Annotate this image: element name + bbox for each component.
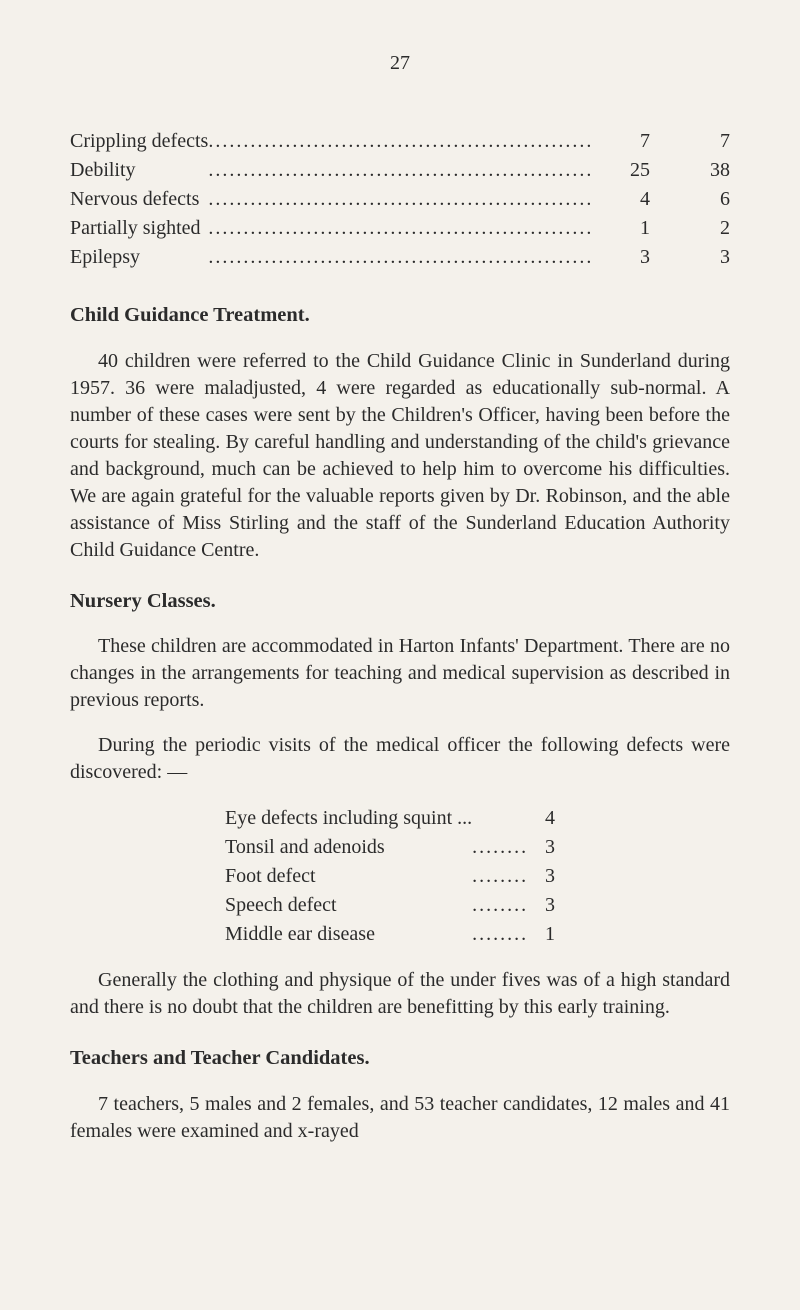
teachers-heading: Teachers and Teacher Candidates. — [70, 1045, 730, 1073]
nursery-paragraph-3: Generally the clothing and physique of t… — [70, 967, 730, 1021]
leader-dots — [208, 156, 590, 185]
nursery-paragraph-1: These children are accommodated in Harto… — [70, 633, 730, 714]
table-row: Speech defect 3 — [70, 891, 730, 920]
found-defect-value: 3 — [527, 862, 555, 891]
defect-col2: 6 — [650, 185, 730, 214]
defect-label: Debility — [70, 156, 208, 185]
defect-label: Partially sighted — [70, 214, 208, 243]
child-guidance-paragraph: 40 children were referred to the Child G… — [70, 348, 730, 564]
found-defect-value: 3 — [527, 833, 555, 862]
table-row: Foot defect 3 — [70, 862, 730, 891]
defect-col1: 7 — [590, 127, 650, 156]
spacer — [70, 891, 225, 920]
defect-label: Crippling defects — [70, 127, 208, 156]
spacer — [555, 862, 730, 891]
spacer — [70, 862, 225, 891]
leader-dots — [472, 833, 527, 862]
nursery-paragraph-2: During the periodic visits of the medica… — [70, 732, 730, 786]
found-defect-label: Speech defect — [225, 891, 472, 920]
found-defect-value: 1 — [527, 920, 555, 949]
leader-dots — [472, 804, 527, 833]
leader-dots — [208, 214, 590, 243]
spacer — [555, 804, 730, 833]
spacer — [555, 833, 730, 862]
leader-dots — [208, 185, 590, 214]
found-defect-label: Foot defect — [225, 862, 472, 891]
found-defect-value: 4 — [527, 804, 555, 833]
leader-dots — [472, 891, 527, 920]
found-defect-label: Tonsil and adenoids — [225, 833, 472, 862]
table-row: Middle ear disease 1 — [70, 920, 730, 949]
table-row: Crippling defects 7 7 — [70, 127, 730, 156]
table-row: Eye defects including squint ... 4 — [70, 804, 730, 833]
found-defect-label: Middle ear disease — [225, 920, 472, 949]
leader-dots — [208, 127, 590, 156]
spacer — [555, 920, 730, 949]
table-row: Tonsil and adenoids 3 — [70, 833, 730, 862]
table-row: Epilepsy 3 3 — [70, 243, 730, 272]
defect-label: Epilepsy — [70, 243, 208, 272]
defect-col1: 1 — [590, 214, 650, 243]
defect-col2: 38 — [650, 156, 730, 185]
defect-col1: 3 — [590, 243, 650, 272]
nursery-heading: Nursery Classes. — [70, 588, 730, 616]
table-row: Partially sighted 1 2 — [70, 214, 730, 243]
table-row: Nervous defects 4 6 — [70, 185, 730, 214]
defect-col1: 25 — [590, 156, 650, 185]
spacer — [70, 833, 225, 862]
leader-dots — [472, 920, 527, 949]
defect-col2: 3 — [650, 243, 730, 272]
spacer — [70, 804, 225, 833]
leader-dots — [208, 243, 590, 272]
defect-col2: 7 — [650, 127, 730, 156]
found-defect-label: Eye defects including squint ... — [225, 804, 472, 833]
spacer — [555, 891, 730, 920]
child-guidance-heading: Child Guidance Treatment. — [70, 302, 730, 330]
page-number: 27 — [70, 50, 730, 77]
defect-col2: 2 — [650, 214, 730, 243]
leader-dots — [472, 862, 527, 891]
teachers-paragraph: 7 teachers, 5 males and 2 females, and 5… — [70, 1091, 730, 1145]
table-row: Debility 25 38 — [70, 156, 730, 185]
defects-overview-table: Crippling defects 7 7 Debility 25 38 Ner… — [70, 127, 730, 272]
defect-label: Nervous defects — [70, 185, 208, 214]
defect-col1: 4 — [590, 185, 650, 214]
spacer — [70, 920, 225, 949]
found-defect-value: 3 — [527, 891, 555, 920]
found-defects-table: Eye defects including squint ... 4 Tonsi… — [70, 804, 730, 949]
